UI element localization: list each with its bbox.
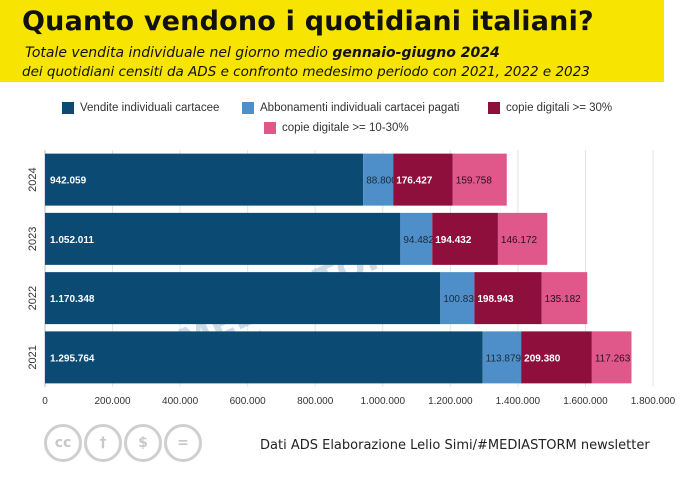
legend-label: copie digitale >= 10-30% bbox=[282, 122, 409, 134]
data-label: 146.172 bbox=[501, 235, 538, 246]
subtitle-text: Totale vendita individuale nel giorno me… bbox=[25, 45, 333, 61]
x-tick-label: 200.000 bbox=[94, 396, 131, 407]
bar-segment bbox=[521, 331, 592, 384]
title-banner: Quanto vendono i quotidiani italiani? To… bbox=[0, 0, 664, 82]
category-label: 2023 bbox=[27, 227, 39, 251]
legend-swatch bbox=[62, 102, 74, 114]
legend-swatch bbox=[242, 102, 254, 114]
x-tick-label: 600.000 bbox=[230, 396, 267, 407]
subtitle-line-2: dei quotidiani censiti da ADS e confront… bbox=[22, 64, 590, 80]
bar-segment bbox=[45, 153, 364, 206]
data-label: 1.170.348 bbox=[50, 294, 95, 305]
x-tick-label: 0 bbox=[42, 396, 48, 407]
no-dollar-icon: $ bbox=[124, 424, 162, 462]
legend-label: Abbonamenti individuali cartacei pagati bbox=[260, 102, 460, 114]
legend-item-digitali-30: copie digitali >= 30% bbox=[488, 102, 612, 114]
legend-item-abbonamenti: Abbonamenti individuali cartacei pagati bbox=[242, 102, 459, 114]
cc-icon: cc bbox=[44, 424, 82, 462]
data-label: 159.758 bbox=[456, 176, 493, 187]
data-label: 942.059 bbox=[50, 176, 87, 187]
license-icons: cc † $ = bbox=[44, 424, 202, 462]
x-tick-label: 800.000 bbox=[297, 396, 334, 407]
legend-label: copie digitali >= 30% bbox=[506, 102, 613, 114]
bar-segment bbox=[393, 153, 453, 206]
data-label: 113.879 bbox=[486, 353, 522, 364]
by-person-icon: † bbox=[84, 424, 122, 462]
x-tick-label: 1.200.000 bbox=[428, 396, 473, 407]
legend-swatch bbox=[488, 102, 500, 114]
data-label: 1.052.011 bbox=[50, 235, 94, 246]
bar-segment bbox=[45, 212, 401, 265]
bar-segment bbox=[497, 212, 548, 265]
chart-legend: Vendite individuali cartacee Abbonamenti… bbox=[0, 100, 700, 140]
bar-segment bbox=[591, 331, 632, 384]
data-label: 94.482 bbox=[403, 235, 434, 246]
x-tick-label: 1.000.000 bbox=[361, 396, 406, 407]
category-label: 2021 bbox=[27, 345, 39, 369]
data-label: 194.432 bbox=[435, 235, 472, 246]
data-label: 117.263 bbox=[595, 353, 631, 364]
data-label: 198.943 bbox=[477, 294, 514, 305]
x-tick-label: 1.800.000 bbox=[631, 396, 676, 407]
source-credit: Dati ADS Elaborazione Lelio Simi/#MEDIAS… bbox=[260, 438, 650, 453]
bar-segment bbox=[482, 331, 522, 384]
x-tick-label: 1.600.000 bbox=[563, 396, 608, 407]
data-label: 209.380 bbox=[524, 353, 561, 364]
bar-segment bbox=[363, 153, 394, 206]
page-title: Quanto vendono i quotidiani italiani? bbox=[22, 6, 594, 37]
bar-segment bbox=[452, 153, 507, 206]
bar-segment bbox=[45, 272, 441, 325]
data-label: 135.182 bbox=[545, 294, 582, 305]
category-label: 2022 bbox=[27, 286, 39, 310]
subtitle-line-1: Totale vendita individuale nel giorno me… bbox=[25, 45, 500, 61]
legend-item-digitali-10-30: copie digitale >= 10-30% bbox=[264, 122, 409, 134]
x-tick-label: 400.000 bbox=[162, 396, 199, 407]
legend-item-vendite: Vendite individuali cartacee bbox=[62, 102, 219, 114]
bar-segment bbox=[440, 272, 475, 325]
legend-swatch bbox=[264, 122, 276, 134]
bar-segment bbox=[474, 272, 542, 325]
data-label: 1.295.764 bbox=[50, 353, 95, 364]
bar-segment bbox=[45, 331, 483, 384]
data-label: 88.800 bbox=[366, 176, 397, 187]
equals-icon: = bbox=[164, 424, 202, 462]
subtitle-period: gennaio-giugno 2024 bbox=[332, 45, 500, 61]
data-label: 100.832 bbox=[443, 294, 480, 305]
legend-label: Vendite individuali cartacee bbox=[80, 102, 220, 114]
bar-segment bbox=[432, 212, 498, 265]
bar-segment bbox=[400, 212, 433, 265]
data-label: 176.427 bbox=[396, 176, 433, 187]
bar-segment bbox=[541, 272, 588, 325]
category-label: 2024 bbox=[27, 167, 39, 191]
x-tick-label: 1.400.000 bbox=[496, 396, 541, 407]
